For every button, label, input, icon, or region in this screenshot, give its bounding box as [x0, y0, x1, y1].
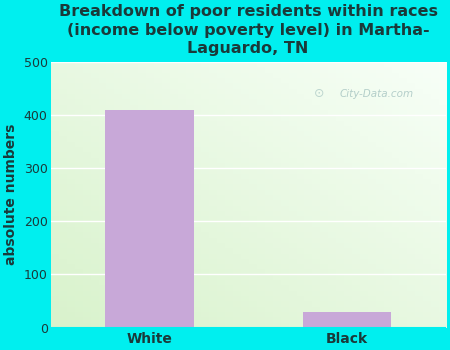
Y-axis label: absolute numbers: absolute numbers: [4, 124, 18, 265]
Text: ⊙: ⊙: [314, 87, 324, 100]
Text: City-Data.com: City-Data.com: [339, 89, 413, 99]
Bar: [105, 110, 194, 328]
Title: Breakdown of poor residents within races
(income below poverty level) in Martha-: Breakdown of poor residents within races…: [58, 4, 438, 56]
Bar: [302, 312, 392, 328]
